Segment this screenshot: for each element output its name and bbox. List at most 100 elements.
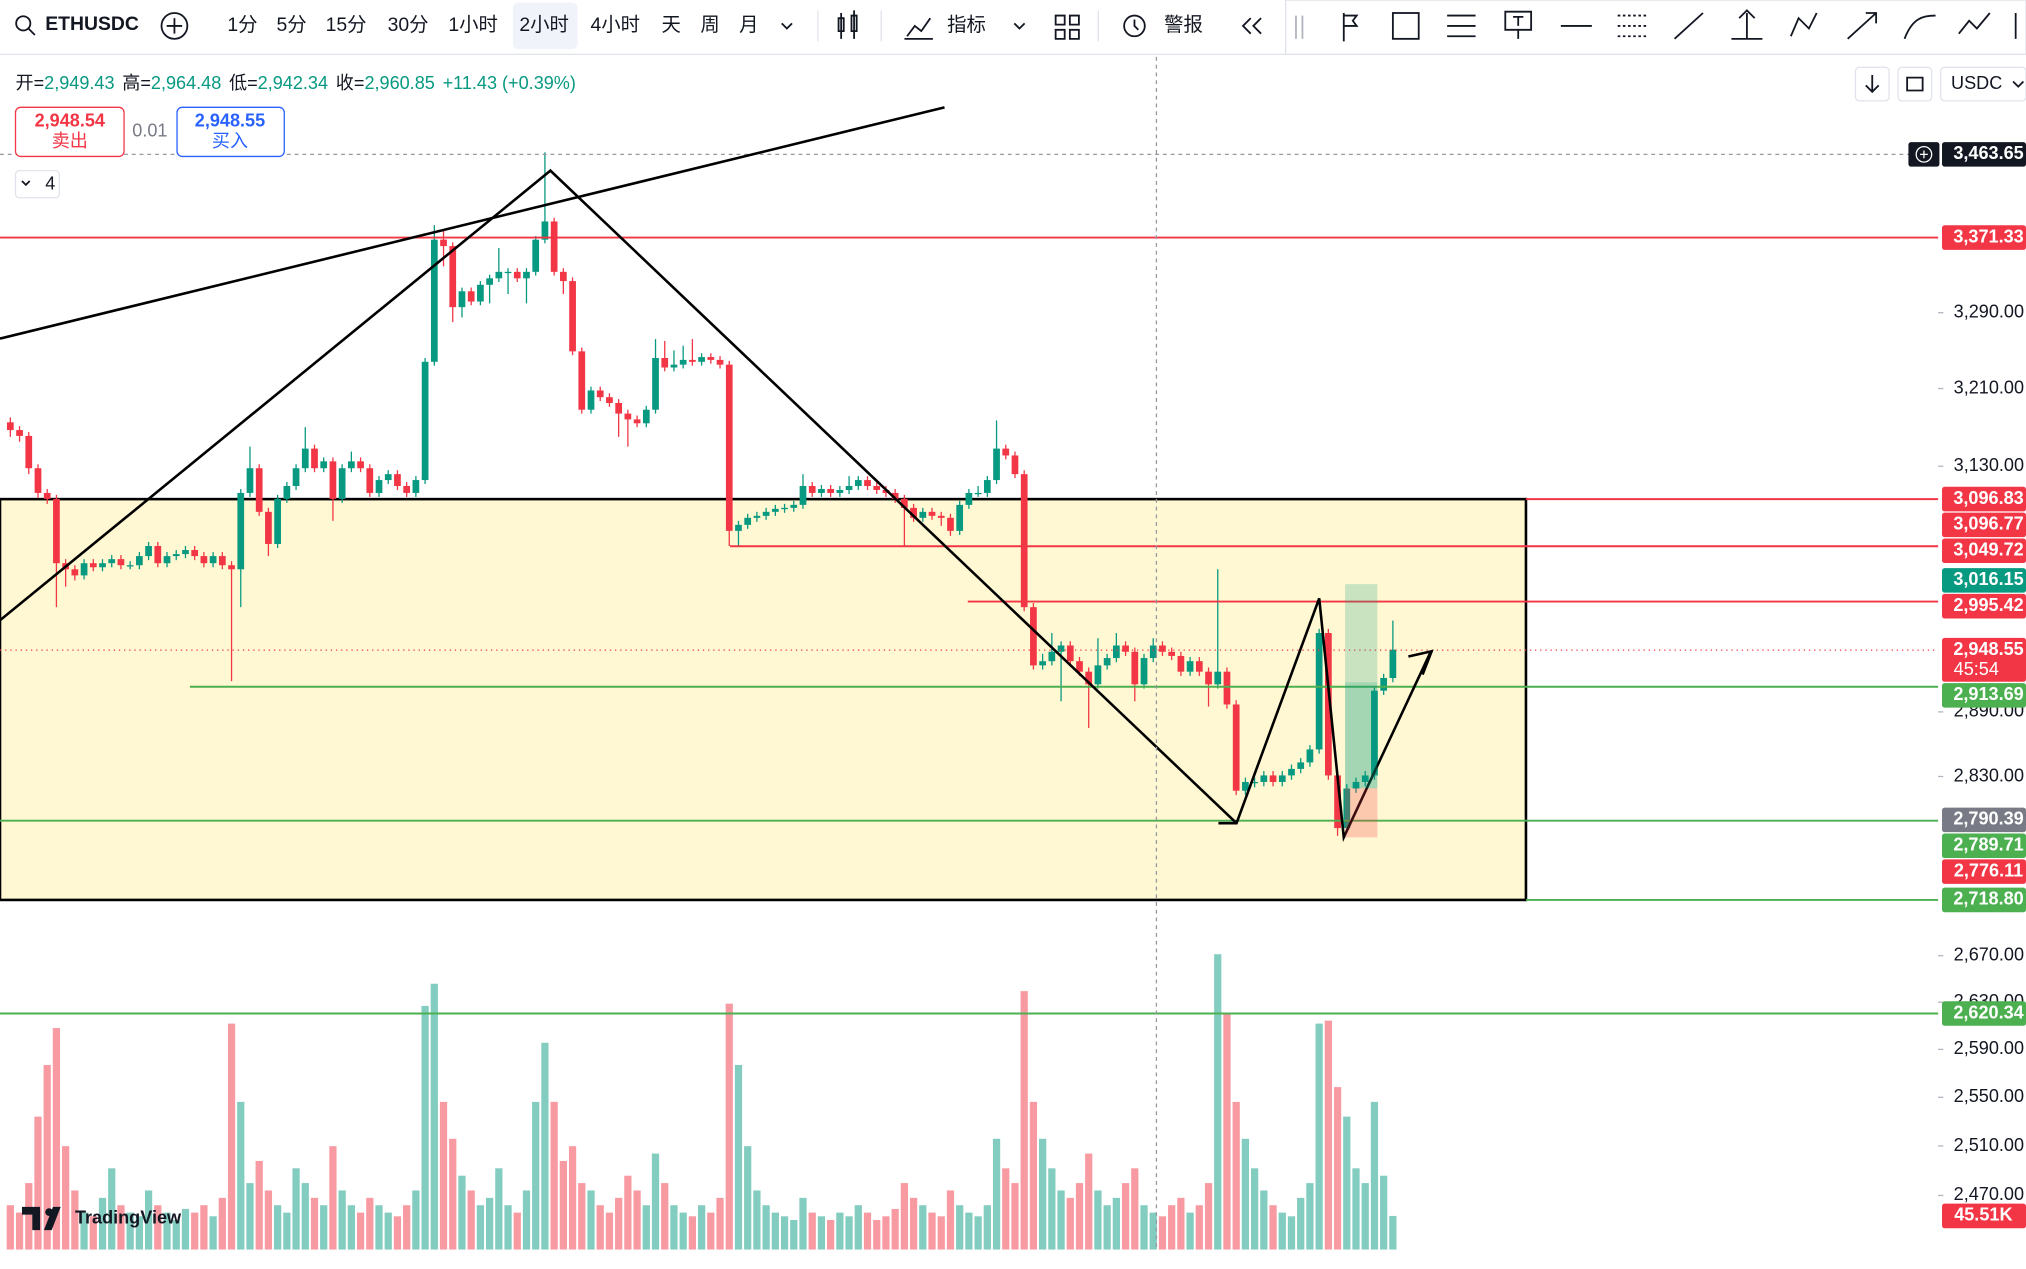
- volume-bar: [992, 1138, 1001, 1250]
- path-tool[interactable]: [1958, 12, 1991, 35]
- price-tag-label: 3,463.65: [1953, 143, 2023, 163]
- candle-body: [1066, 645, 1074, 662]
- interval-button[interactable]: 月: [739, 14, 758, 36]
- interval-button[interactable]: 天: [662, 14, 681, 36]
- pattern-tool[interactable]: [1790, 12, 1818, 37]
- ohlc-value: 2,960.85: [364, 73, 434, 93]
- volume-bar: [1131, 1168, 1139, 1250]
- candle-body: [532, 239, 540, 272]
- fib-tool[interactable]: [1447, 14, 1476, 38]
- volume-bar: [651, 1153, 660, 1250]
- volume-bar: [71, 1190, 79, 1250]
- layout-icon[interactable]: [1054, 14, 1080, 40]
- chart-type-icon[interactable]: [837, 10, 858, 39]
- search-icon[interactable]: [15, 15, 32, 32]
- candle-body: [6, 422, 14, 431]
- candle-body: [744, 517, 752, 525]
- volume-bar: [780, 1216, 789, 1250]
- candle-body: [1039, 661, 1046, 666]
- ohlc-value: 2,942.34: [258, 73, 328, 93]
- alert-button[interactable]: 警报: [1164, 14, 1203, 36]
- price-tag: [1942, 807, 2026, 833]
- legend-toggle[interactable]: [14, 169, 61, 199]
- volume-bar: [89, 1216, 97, 1250]
- volume-bar: [909, 1197, 918, 1250]
- interval-button[interactable]: 2小时: [519, 14, 569, 36]
- volume-bar: [845, 1216, 853, 1250]
- candle-body: [504, 271, 512, 274]
- volume-bar: [873, 1220, 881, 1250]
- volume-bar: [301, 1183, 309, 1250]
- volume-bar: [882, 1216, 890, 1250]
- ohlc-legend: 开=2,949.43 高=2,964.48 低=2,942.34 收=2,960.85…: [16, 73, 576, 93]
- candle-body: [25, 435, 33, 469]
- volume-bar: [1112, 1197, 1120, 1250]
- price-tag-label: 2,948.55: [1953, 639, 2023, 659]
- currency-button[interactable]: [1940, 66, 2026, 102]
- interval-button[interactable]: 4小时: [590, 14, 640, 36]
- ohlc-change: +11.43 (+0.39%): [443, 73, 576, 93]
- volume-bar: [255, 1160, 263, 1250]
- candle-body: [836, 489, 844, 493]
- chevron[interactable]: [1013, 22, 1026, 30]
- drag-handle[interactable]: [1295, 15, 1304, 39]
- chevron[interactable]: [781, 22, 793, 30]
- candle-body: [928, 511, 936, 516]
- interval-button[interactable]: 1分: [227, 14, 257, 36]
- sell-button[interactable]: [14, 106, 125, 158]
- candle-body: [154, 545, 162, 564]
- candle-body: [771, 508, 779, 512]
- volume-bar: [135, 1216, 143, 1250]
- candle-body: [283, 485, 291, 499]
- candle-body: [1380, 677, 1388, 691]
- candle-body: [117, 559, 125, 566]
- candle-body: [864, 480, 871, 486]
- volume-bar: [15, 1212, 24, 1250]
- candle-body: [1214, 671, 1222, 685]
- interval-button[interactable]: 周: [700, 14, 719, 36]
- rect-tool[interactable]: [1391, 12, 1420, 40]
- candle-body: [1020, 474, 1028, 608]
- add-symbol[interactable]: [160, 12, 189, 40]
- candle-body: [1288, 768, 1295, 776]
- measure-tool[interactable]: [1731, 9, 1763, 40]
- candle-body: [338, 468, 346, 499]
- candle-body: [1260, 775, 1268, 782]
- candle-body: [1278, 775, 1286, 782]
- candle-body: [827, 488, 835, 493]
- candle-body: [1352, 781, 1360, 789]
- candle-body: [477, 284, 484, 302]
- volume-bar: [1251, 1168, 1259, 1250]
- volume-bar: [1380, 1175, 1388, 1250]
- interval-button[interactable]: 15分: [326, 14, 367, 36]
- volume-bar: [274, 1205, 282, 1250]
- replay-icon[interactable]: [1241, 17, 1262, 35]
- interval-button[interactable]: 5分: [277, 14, 307, 36]
- volume-bar: [1094, 1190, 1102, 1250]
- volume-bar: [891, 1208, 899, 1250]
- candle-body: [329, 461, 337, 499]
- volume-bar: [412, 1190, 420, 1250]
- candle-body: [1371, 690, 1378, 776]
- brush-tool[interactable]: [1903, 14, 1936, 40]
- arrow-tool[interactable]: [1847, 12, 1878, 40]
- candle-body: [947, 517, 954, 531]
- text-tool[interactable]: [1504, 10, 1533, 39]
- buy-button[interactable]: [176, 106, 285, 158]
- ray-tool[interactable]: [1673, 12, 1704, 40]
- flag-tool[interactable]: [1342, 13, 1359, 42]
- indicators-button[interactable]: 指标: [947, 14, 986, 36]
- volume-bar: [485, 1197, 494, 1250]
- interval-button[interactable]: 1小时: [448, 14, 498, 36]
- volume-bar: [1204, 1183, 1213, 1250]
- interval-button[interactable]: 30分: [388, 14, 429, 36]
- price-tag: [1942, 683, 2026, 708]
- candle-body: [200, 556, 208, 564]
- reset-button[interactable]: [1897, 66, 1933, 102]
- candle-body: [1242, 781, 1249, 791]
- volume-bar: [587, 1190, 595, 1250]
- price-tag-label: 3,371.33: [1953, 226, 2023, 246]
- volume-bar: [615, 1197, 623, 1250]
- symbol[interactable]: ETHUSDC: [45, 13, 139, 35]
- volume-bar: [34, 1116, 42, 1250]
